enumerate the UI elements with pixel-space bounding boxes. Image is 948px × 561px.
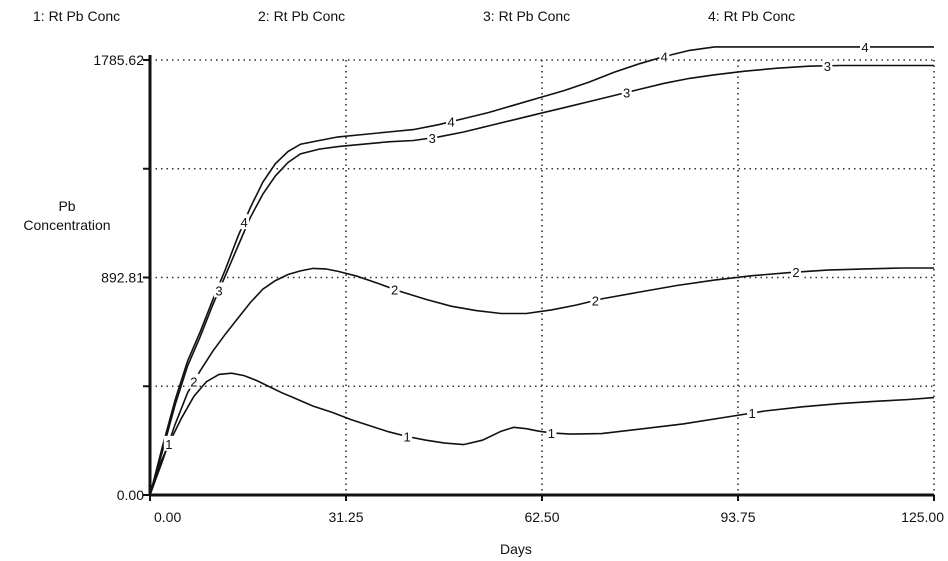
series-marker-bg (188, 373, 199, 389)
series-marker-bg (163, 435, 174, 451)
series-marker-1: 1 (548, 426, 555, 441)
legend-label-series-1: 1: Rt Pb Conc (33, 8, 121, 24)
series-line-1 (149, 372, 935, 496)
series-marker-bg (822, 57, 833, 73)
y-tick-label: 892.81 (101, 270, 144, 286)
series-marker-2: 2 (792, 265, 799, 280)
series-marker-2: 2 (190, 375, 197, 390)
series-marker-bg (446, 113, 457, 129)
series-marker-bg (402, 428, 413, 444)
y-axis-title-line-1: Pb (58, 198, 76, 214)
series-marker-3: 3 (215, 283, 222, 298)
series-marker-bg (747, 404, 758, 420)
series-line-4 (149, 46, 934, 496)
x-axis-title: Days (500, 541, 532, 557)
series-marker-4: 4 (240, 215, 247, 230)
series-marker-1: 1 (165, 437, 172, 452)
series-marker-bg (791, 264, 802, 280)
series-marker-bg (546, 424, 557, 440)
x-tick-label: 0.00 (154, 509, 181, 525)
y-tick-label: 0.00 (117, 487, 144, 503)
series-marker-4: 4 (661, 49, 668, 64)
series-line-3 (149, 64, 934, 496)
series-marker-bg (389, 281, 400, 297)
legend-label-series-4: 4: Rt Pb Conc (708, 8, 796, 24)
series-marker-2: 2 (592, 293, 599, 308)
x-tick-label: 93.75 (720, 509, 755, 525)
series-marker-4: 4 (861, 40, 868, 55)
series-marker-2: 2 (391, 282, 398, 297)
series-marker-bg (213, 282, 224, 298)
x-tick-label: 31.25 (328, 509, 363, 525)
series-marker-1: 1 (404, 430, 411, 445)
series-line-2 (149, 267, 934, 496)
legend-label-series-2: 2: Rt Pb Conc (258, 8, 346, 24)
series-marker-4: 4 (447, 115, 454, 130)
series-marker-3: 3 (429, 131, 436, 146)
series-marker-1: 1 (748, 406, 755, 421)
series-marker-bg (427, 129, 438, 145)
series-marker-3: 3 (623, 85, 630, 100)
series-marker-bg (239, 214, 250, 230)
series-marker-3: 3 (824, 59, 831, 74)
series-marker-bg (659, 48, 670, 64)
legend-label-series-3: 3: Rt Pb Conc (483, 8, 571, 24)
series-marker-bg (590, 292, 601, 308)
y-axis-title: Pb Concentration (4, 197, 130, 235)
series-marker-bg (860, 38, 871, 54)
y-axis-title-line-2: Concentration (23, 217, 111, 233)
x-tick-label: 125.00 (901, 509, 944, 525)
series-marker-bg (621, 84, 632, 100)
y-tick-label: 1785.62 (93, 52, 144, 68)
x-tick-label: 62.50 (524, 509, 559, 525)
